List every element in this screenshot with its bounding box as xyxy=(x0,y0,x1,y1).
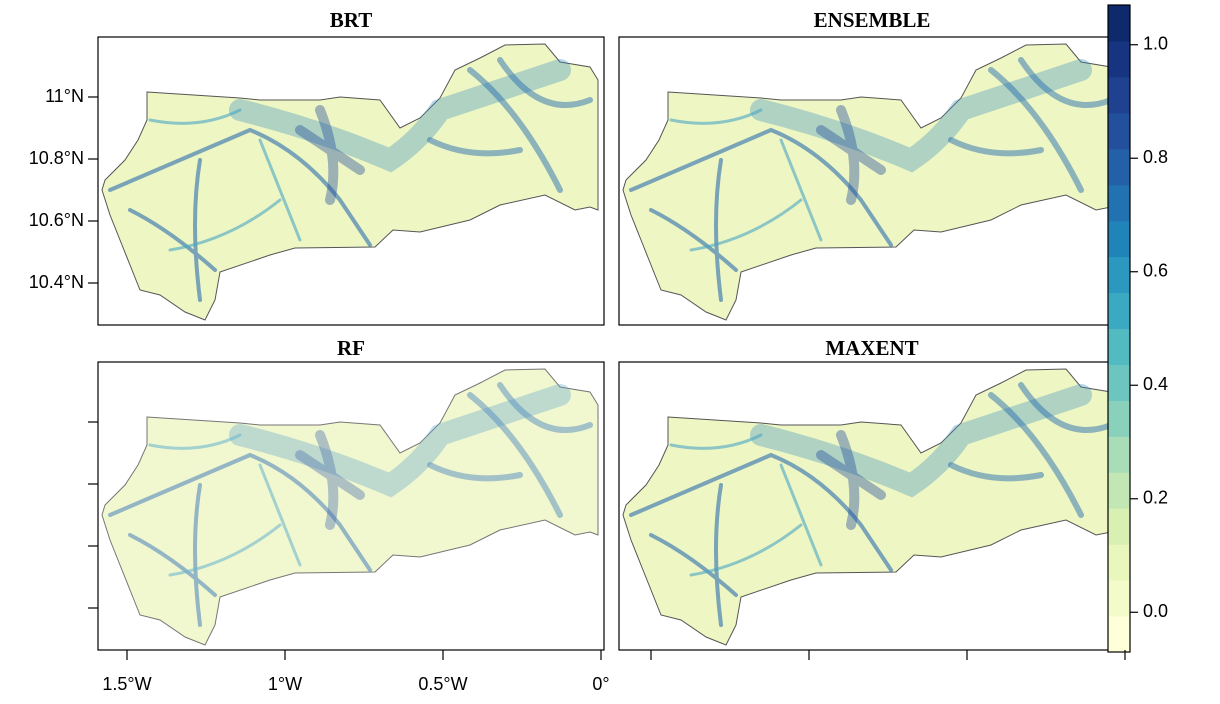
map-maxent xyxy=(623,369,1119,645)
colorbar-band xyxy=(1108,616,1130,652)
map-brt xyxy=(102,44,598,320)
colorbar-band xyxy=(1108,41,1130,77)
lon-tick-label: 0° xyxy=(592,674,609,694)
lat-tick-label: 10.8°N xyxy=(29,148,84,168)
colorbar-band xyxy=(1108,580,1130,616)
panel-title: BRT xyxy=(330,8,372,32)
lon-tick-label: 1.5°W xyxy=(102,674,151,694)
colorbar-band xyxy=(1108,508,1130,544)
colorbar-tick-label: 0.0 xyxy=(1143,601,1168,621)
map-rf xyxy=(102,369,598,645)
panel-title: MAXENT xyxy=(825,336,918,360)
colorbar-band xyxy=(1108,77,1130,113)
lon-tick-label: 1°W xyxy=(268,674,302,694)
colorbar-tick-label: 1.0 xyxy=(1143,33,1168,53)
colorbar-tick-label: 0.8 xyxy=(1143,147,1168,167)
colorbar-band xyxy=(1108,472,1130,508)
colorbar-band xyxy=(1108,221,1130,257)
colorbar-band xyxy=(1108,257,1130,293)
lon-tick-label: 0.5°W xyxy=(418,674,467,694)
panel-title: ENSEMBLE xyxy=(814,8,931,32)
lat-tick-label: 11°N xyxy=(45,86,84,106)
colorbar-band xyxy=(1108,400,1130,436)
map-panels xyxy=(98,37,1125,650)
colorbar-band xyxy=(1108,293,1130,329)
colorbar-band xyxy=(1108,5,1130,41)
colorbar-tick-label: 0.6 xyxy=(1143,260,1168,280)
panel-title: RF xyxy=(337,336,365,360)
lat-tick-label: 10.4°N xyxy=(29,272,84,292)
colorbar-tick-label: 0.2 xyxy=(1143,488,1168,508)
colorbar-band xyxy=(1108,364,1130,400)
colorbar-tick-label: 0.4 xyxy=(1143,374,1168,394)
colorbar-band xyxy=(1108,436,1130,472)
colorbar-band xyxy=(1108,185,1130,221)
lat-tick-label: 10.6°N xyxy=(29,210,84,230)
colorbar-band xyxy=(1108,544,1130,580)
colorbar-band xyxy=(1108,149,1130,185)
figure: BRT ENSEMBLE RF MAXENT 11°N 10.8°N 10.6°N 1… xyxy=(0,0,1220,704)
colorbar-band xyxy=(1108,113,1130,149)
map-ensemble xyxy=(623,44,1119,320)
colorbar-band xyxy=(1108,329,1130,365)
